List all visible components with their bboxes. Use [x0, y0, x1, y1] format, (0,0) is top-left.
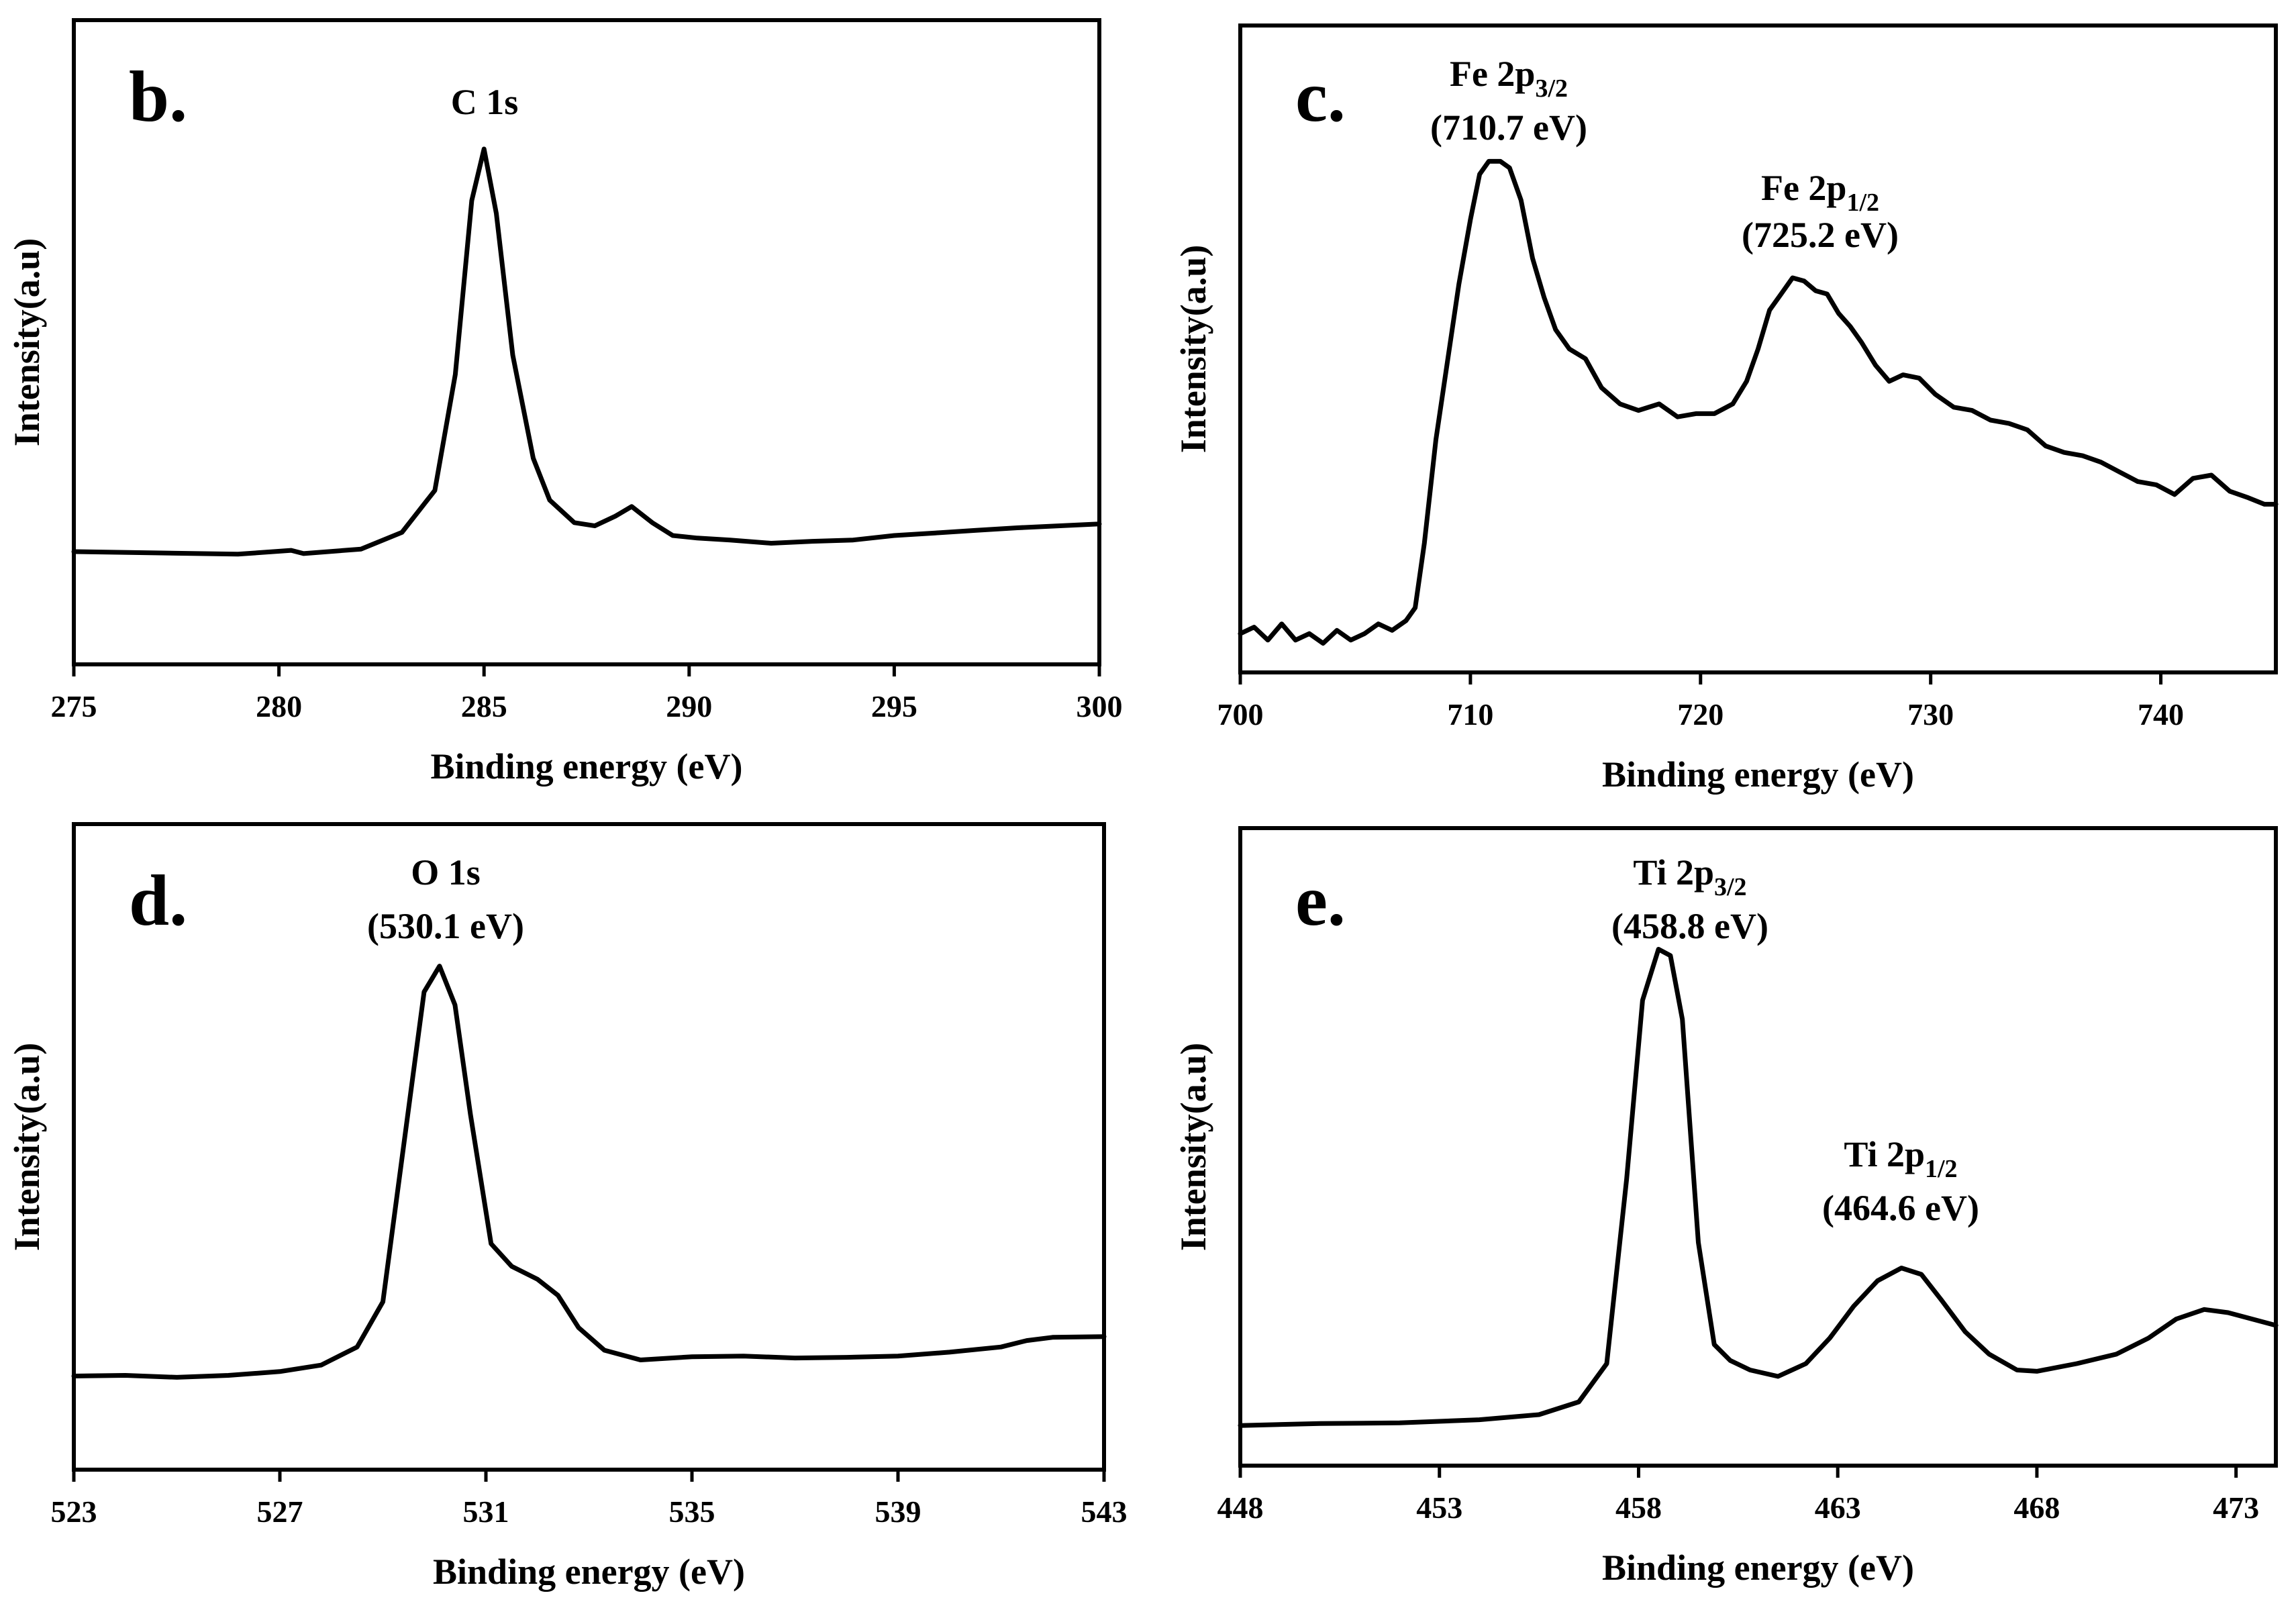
x-tick-label: 453 — [1416, 1490, 1462, 1525]
x-tick-label: 300 — [1077, 689, 1123, 723]
peak-energy-label: (458.8 eV) — [1611, 906, 1768, 946]
x-tick-label: 740 — [2138, 697, 2184, 731]
peak-label: Fe 2p3/2 — [1450, 54, 1568, 103]
plot-frame — [72, 18, 1101, 666]
x-tick-label: 290 — [666, 689, 712, 723]
x-tick-label: 730 — [1907, 697, 1954, 731]
x-tick-label: 527 — [257, 1494, 303, 1529]
peak-label-subscript: 3/2 — [1535, 74, 1568, 103]
x-tick-label: 710 — [1447, 697, 1493, 731]
peak-label-subscript: 1/2 — [1846, 189, 1879, 217]
peak-label: Fe 2p1/2 — [1761, 168, 1879, 217]
y-axis-label: Intensity(a.u) — [1173, 245, 1213, 454]
y-axis-label: Intensity(a.u) — [1173, 1043, 1213, 1252]
y-axis-label: Intensity(a.u) — [7, 238, 47, 447]
x-tick-label: 531 — [463, 1494, 509, 1529]
peak-label: Ti 2p3/2 — [1633, 852, 1746, 901]
x-tick-label: 280 — [256, 689, 302, 723]
peak-energy-label: (530.1 eV) — [367, 906, 524, 946]
x-tick-label: 285 — [461, 689, 507, 723]
plot-frame — [1238, 826, 2278, 1468]
panel-letter: b. — [129, 57, 187, 137]
x-tick-label: 543 — [1081, 1494, 1128, 1529]
x-axis-label: Binding energy (eV) — [433, 1552, 745, 1592]
plot-frame — [72, 822, 1106, 1472]
spectrum-line — [1238, 158, 2279, 646]
panel-letter: e. — [1295, 861, 1346, 941]
peak-label: O 1s — [411, 852, 481, 893]
peak-label: Ti 2p1/2 — [1844, 1134, 1957, 1183]
plot-frame — [1238, 23, 2278, 674]
peak-energy-label: (464.6 eV) — [1822, 1188, 1979, 1228]
x-tick-label: 448 — [1217, 1490, 1264, 1525]
panel-letter: c. — [1295, 57, 1346, 137]
panel-e: 448 453 458 463 468 473 Binding energy (eV) Int… — [1173, 826, 2279, 1588]
panel-b: 275 280 285 290 295 300 Binding energy (eV) Int… — [7, 18, 1123, 787]
x-axis-label: Binding energy (eV) — [1602, 1548, 1914, 1588]
x-tick-label: 700 — [1217, 697, 1264, 731]
x-axis-label: Binding energy (eV) — [431, 746, 743, 787]
x-tick-label: 535 — [669, 1494, 715, 1529]
x-tick-label: 523 — [51, 1494, 97, 1529]
spectrum-line — [1238, 947, 2279, 1428]
x-tick-label: 463 — [1815, 1490, 1861, 1525]
spectrum-line — [71, 964, 1107, 1380]
peak-energy-label: (725.2 eV) — [1742, 215, 1899, 255]
peak-label: C 1s — [451, 82, 519, 122]
peak-label-subscript: 1/2 — [1925, 1155, 1958, 1183]
x-tick-label: 720 — [1677, 697, 1724, 731]
panel-c: 700 710 720 730 740 Binding energy (eV) Intens… — [1173, 23, 2279, 795]
x-tick-label: 473 — [2213, 1490, 2259, 1525]
x-tick-label: 539 — [875, 1494, 921, 1529]
x-axis-label: Binding energy (eV) — [1602, 754, 1914, 795]
x-tick-label: 275 — [51, 689, 97, 723]
panel-d: 523 527 531 535 539 543 Binding energy (eV) Int… — [7, 822, 1128, 1592]
x-tick-label: 458 — [1615, 1490, 1662, 1525]
peak-energy-label: (710.7 eV) — [1430, 107, 1587, 148]
peak-label-subscript: 3/2 — [1714, 873, 1747, 901]
x-tick-label: 468 — [2013, 1490, 2060, 1525]
panel-letter: d. — [129, 861, 187, 941]
x-tick-label: 295 — [871, 689, 917, 723]
y-axis-label: Intensity(a.u) — [7, 1043, 47, 1252]
spectrum-line — [71, 146, 1102, 557]
